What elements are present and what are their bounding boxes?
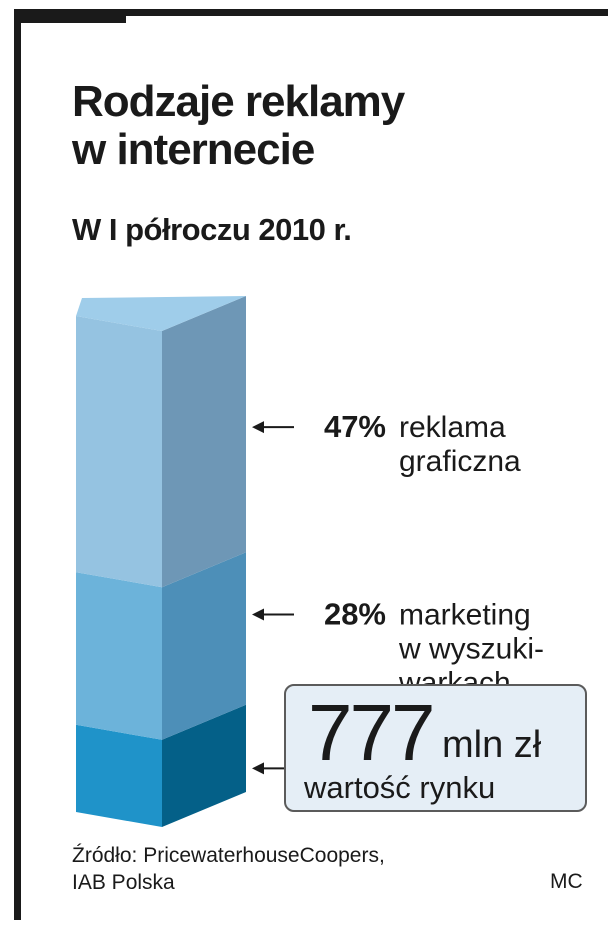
bar-segment-front-1 [76,724,162,827]
category-label-3-line-1: reklama [399,411,506,444]
bar-segment-front-3 [76,316,162,588]
chart-title-line-2: w internecie [72,125,315,174]
category-label-3-line-2: graficzna [399,445,521,478]
source-line-1: Źródło: PricewaterhouseCoopers, [72,844,385,867]
pointer-arrowhead-2 [252,608,264,621]
chart-title-line-1: Rodzaje reklamy [72,77,405,126]
bar-segment-side-1 [162,704,246,827]
frame-left-rule [14,9,21,920]
data-label-pct-3: 47% [324,409,386,444]
author-initials: MC [550,870,583,893]
market-value-box: 777 mln zł wartość rynku [284,684,587,812]
bar-segment-side-2 [162,552,246,740]
category-label-2-line-2: w wyszuki- [398,633,544,666]
frame-corner-tab [14,9,126,23]
bar-top-face [76,296,246,332]
market-unit: mln zł [442,724,542,766]
bar-segment-side-3 [162,296,246,588]
market-value: 777 [308,688,435,777]
source-note: Źródło: PricewaterhouseCoopers, IAB Pols… [72,842,385,896]
chart-title: Rodzaje reklamy w internecie [72,77,405,174]
category-label-2-line-1: marketing [399,599,531,632]
pointer-arrowhead-1 [252,762,264,775]
source-line-2: IAB Polska [72,871,175,894]
pointer-arrowhead-3 [252,421,264,434]
chart-subtitle: W I półroczu 2010 r. [72,212,352,247]
frame-top-rule [14,9,608,16]
data-label-pct-2: 28% [324,597,386,632]
bar-segment-front-2 [76,572,162,740]
market-label: wartość rynku [304,770,496,805]
